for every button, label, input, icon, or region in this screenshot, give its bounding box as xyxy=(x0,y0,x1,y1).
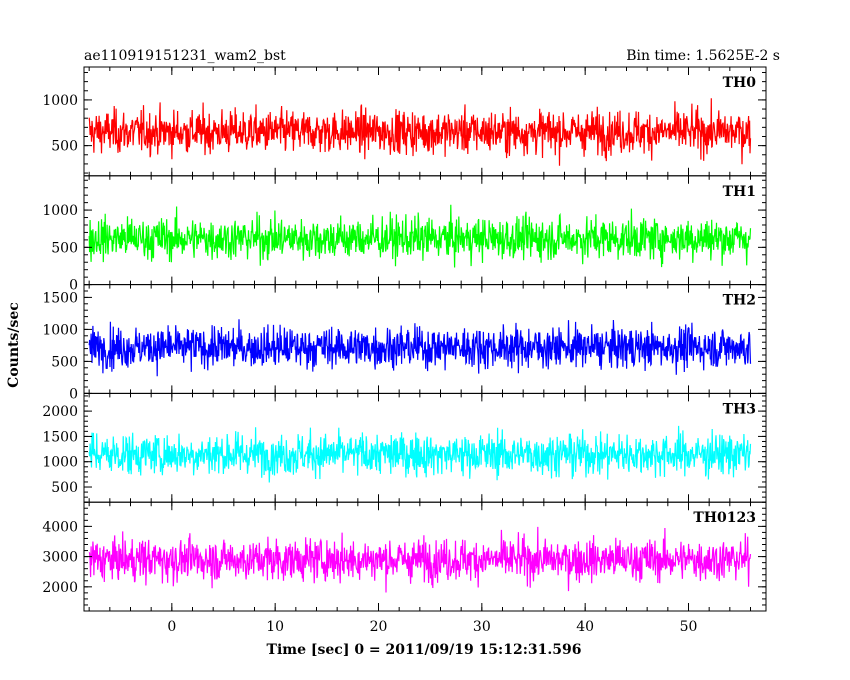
x-tick-label: 10 xyxy=(266,619,284,635)
y-tick-label: 4000 xyxy=(42,519,78,535)
panel-label-th2: TH2 xyxy=(723,293,756,309)
panel-label-th0: TH0 xyxy=(723,75,757,91)
y-tick-label: 1500 xyxy=(42,429,78,445)
chart-subtitle: Bin time: 1.5625E-2 s xyxy=(626,48,780,64)
chart-title: ae110919151231_wam2_bst xyxy=(84,48,286,64)
x-tick-label: 0 xyxy=(167,619,176,635)
y-tick-label: 2000 xyxy=(42,580,78,596)
y-tick-label: 1000 xyxy=(42,93,78,109)
y-tick-label: 1500 xyxy=(42,290,78,306)
series-line-th2 xyxy=(88,319,752,377)
y-tick-label: 1000 xyxy=(42,322,78,338)
x-tick-label: 40 xyxy=(576,619,594,635)
y-tick-label: 1000 xyxy=(42,455,78,471)
x-tick-label: 20 xyxy=(370,619,388,635)
x-axis-label: Time [sec] 0 = 2011/09/19 15:12:31.596 xyxy=(267,642,582,658)
y-tick-label: 2000 xyxy=(42,404,78,420)
y-tick-label: 500 xyxy=(51,480,78,496)
y-axis-label: Counts/sec xyxy=(6,302,22,388)
panel-label-th3: TH3 xyxy=(723,401,756,417)
y-tick-label: 0 xyxy=(69,386,78,402)
series-line-th3 xyxy=(88,425,752,483)
panel-label-th1: TH1 xyxy=(723,184,756,200)
panel-label-th0123: TH0123 xyxy=(693,510,756,526)
y-tick-label: 500 xyxy=(51,354,78,370)
y-tick-label: 500 xyxy=(51,139,78,155)
panel-frame-th0 xyxy=(83,66,767,177)
y-tick-label: 500 xyxy=(51,240,78,256)
y-tick-label: 1000 xyxy=(42,203,78,219)
y-tick-label: 3000 xyxy=(42,550,78,566)
x-tick-label: 50 xyxy=(680,619,698,635)
series-line-th0123 xyxy=(88,526,752,593)
x-tick-label: 30 xyxy=(473,619,491,635)
series-line-th1 xyxy=(88,204,752,268)
y-tick-label: 0 xyxy=(69,278,78,294)
series-line-th0 xyxy=(88,98,752,166)
